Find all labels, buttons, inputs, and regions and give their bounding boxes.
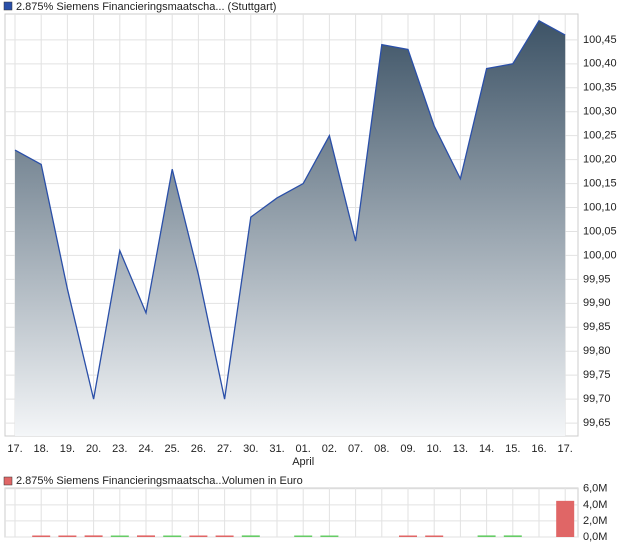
x-tick-label: 30. xyxy=(243,443,258,455)
volume-subtitle: Volumen in Euro xyxy=(222,475,303,487)
x-tick-label: 13. xyxy=(453,443,468,455)
legend-swatch xyxy=(3,476,13,486)
y-tick-label: 100,30 xyxy=(583,106,617,118)
x-tick-label: 10. xyxy=(427,443,442,455)
y-tick-label: 100,25 xyxy=(583,130,617,142)
volume-bar xyxy=(294,535,313,537)
x-tick-label: 09. xyxy=(400,443,415,455)
y-tick-label: 99,95 xyxy=(583,273,611,285)
volume-bar xyxy=(503,535,522,537)
x-tick-label: 25. xyxy=(165,443,180,455)
x-tick-label: 24. xyxy=(138,443,153,455)
volume-frame xyxy=(4,487,579,538)
y-tick-label: 4,0M xyxy=(583,499,607,511)
x-tick-label: 27. xyxy=(217,443,232,455)
y-tick-label: 100,05 xyxy=(583,225,617,237)
volume-bar xyxy=(320,535,339,537)
x-tick-label: 08. xyxy=(374,443,389,455)
x-tick-label: 16. xyxy=(531,443,546,455)
area xyxy=(15,20,566,436)
volume-bar xyxy=(137,535,155,537)
x-tick-label: 19. xyxy=(60,443,75,455)
x-tick-label: 26. xyxy=(191,443,206,455)
x-tick-label: 14. xyxy=(479,443,494,455)
x-tick-label: 07. xyxy=(348,443,363,455)
y-tick-label: 99,75 xyxy=(583,369,611,381)
y-tick-label: 100,35 xyxy=(583,82,617,94)
x-tick-label: 31. xyxy=(269,443,284,455)
y-tick-label: 100,00 xyxy=(583,249,617,261)
volume-bar xyxy=(58,535,77,537)
legend-swatch xyxy=(3,1,13,11)
y-tick-label: 100,10 xyxy=(583,201,617,213)
y-tick-label: 99,80 xyxy=(583,345,611,357)
volume-bar xyxy=(163,535,182,537)
volume-bar xyxy=(399,535,417,537)
y-tick-label: 6,0M xyxy=(583,483,607,495)
y-tick-label: 99,65 xyxy=(583,417,611,429)
x-tick-label: 23. xyxy=(112,443,127,455)
volume-bar xyxy=(32,535,51,537)
y-tick-label: 2,0M xyxy=(583,515,607,527)
y-tick-label: 100,45 xyxy=(583,34,617,46)
y-tick-label: 99,85 xyxy=(583,321,611,333)
x-tick-label: 15. xyxy=(505,443,520,455)
volume-bar xyxy=(477,535,496,537)
x-tick-label: 18. xyxy=(34,443,49,455)
y-tick-label: 100,40 xyxy=(583,58,617,70)
volume-bar xyxy=(556,500,575,537)
volume-bar xyxy=(110,535,129,537)
x-tick-label: 17. xyxy=(7,443,22,455)
line xyxy=(14,19,566,400)
y-tick-label: 100,15 xyxy=(583,177,617,189)
x-tick-label: 20. xyxy=(86,443,101,455)
y-tick-label: 99,70 xyxy=(583,393,611,405)
y-tick-label: 100,20 xyxy=(583,154,617,166)
chart-title: 2.875% Siemens Financieringsmaatscha... … xyxy=(16,1,276,13)
volume-bar xyxy=(215,535,234,537)
y-tick-label: 0,0M xyxy=(583,531,607,543)
x-tick-label: 01. xyxy=(296,443,311,455)
volume-bar xyxy=(84,535,103,537)
volume-bar xyxy=(425,535,444,537)
volume-title: 2.875% Siemens Financieringsmaatscha... xyxy=(16,475,225,487)
x-month-label: April xyxy=(292,456,314,468)
x-tick-label: 02. xyxy=(322,443,337,455)
x-tick-label: 17. xyxy=(558,443,573,455)
volume-bar xyxy=(241,535,260,537)
y-tick-label: 99,90 xyxy=(583,297,611,309)
volume-bar xyxy=(189,535,208,537)
